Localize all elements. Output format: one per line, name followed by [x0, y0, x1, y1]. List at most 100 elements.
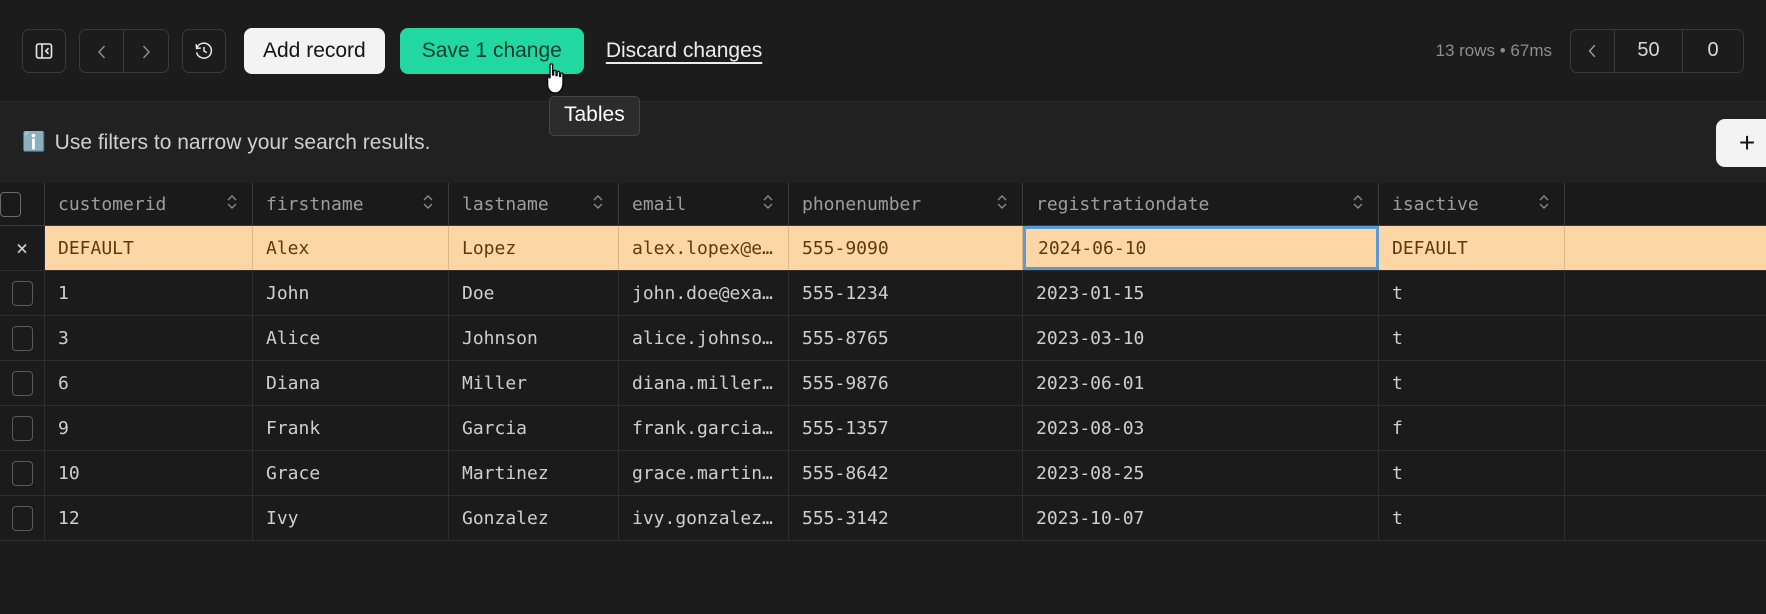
cell-email[interactable]: alice.johnso… — [619, 316, 789, 360]
cell-phonenumber[interactable]: 555-3142 — [789, 496, 1023, 540]
sort-chevrons-icon[interactable] — [995, 192, 1009, 217]
select-all-checkbox[interactable] — [0, 192, 21, 217]
save-changes-button[interactable]: Save 1 change — [399, 27, 584, 74]
table-row[interactable]: 1 John Doe john.doe@exa… 555-1234 2023-0… — [0, 271, 1766, 316]
cell-isactive[interactable]: t — [1379, 316, 1565, 360]
cell-firstname[interactable]: Alice — [253, 316, 449, 360]
table-row[interactable]: 9 Frank Garcia frank.garcia… 555-1357 20… — [0, 406, 1766, 451]
cell-registrationdate[interactable]: 2023-01-15 — [1023, 271, 1379, 315]
cell-customerid[interactable]: 12 — [45, 496, 253, 540]
table-row[interactable]: 3 Alice Johnson alice.johnso… 555-8765 2… — [0, 316, 1766, 361]
table-row[interactable]: 12 Ivy Gonzalez ivy.gonzalez… 555-3142 2… — [0, 496, 1766, 541]
cell-isactive[interactable]: f — [1379, 406, 1565, 450]
select-all-cell[interactable] — [0, 183, 45, 226]
cell-customerid[interactable]: 6 — [45, 361, 253, 405]
cell-lastname[interactable]: Lopez — [449, 226, 619, 270]
cell-email[interactable]: grace.martin… — [619, 451, 789, 495]
cell-registrationdate[interactable]: 2023-06-01 — [1023, 361, 1379, 405]
row-checkbox[interactable] — [11, 370, 33, 396]
sort-chevrons-icon[interactable] — [421, 192, 435, 217]
table-row[interactable]: 6 Diana Miller diana.miller… 555-9876 20… — [0, 361, 1766, 406]
sort-chevrons-icon[interactable] — [1351, 192, 1365, 217]
cell-phonenumber[interactable]: 555-1234 — [789, 271, 1023, 315]
cell-email[interactable]: ivy.gonzalez… — [619, 496, 789, 540]
column-header-email[interactable]: email — [619, 183, 789, 226]
column-header-registrationdate[interactable]: registrationdate — [1023, 183, 1379, 226]
cell-lastname[interactable]: Martinez — [449, 451, 619, 495]
cell-lastname[interactable]: Johnson — [449, 316, 619, 360]
new-record-row[interactable]: × DEFAULT Alex Lopez alex.lopex@e… 555-9… — [0, 226, 1766, 271]
sort-chevrons-icon[interactable] — [1537, 192, 1551, 217]
cell-registrationdate[interactable]: 2023-03-10 — [1023, 316, 1379, 360]
cell-isactive[interactable]: t — [1379, 496, 1565, 540]
cell-customerid[interactable]: DEFAULT — [45, 226, 253, 270]
cell-email[interactable]: john.doe@exa… — [619, 271, 789, 315]
cell-customerid[interactable]: 3 — [45, 316, 253, 360]
sort-chevrons-icon[interactable] — [761, 192, 775, 217]
row-select-cell[interactable] — [0, 271, 45, 315]
cell-phonenumber[interactable]: 555-8765 — [789, 316, 1023, 360]
cell-customerid[interactable]: 9 — [45, 406, 253, 450]
row-select-cell[interactable] — [0, 496, 45, 540]
cell-phonenumber[interactable]: 555-9876 — [789, 361, 1023, 405]
table-row[interactable]: 10 Grace Martinez grace.martin… 555-8642… — [0, 451, 1766, 496]
cell-isactive[interactable]: DEFAULT — [1379, 226, 1565, 270]
chevron-right-icon — [142, 44, 151, 59]
pagination-previous-button[interactable] — [1571, 29, 1615, 72]
next-record-button[interactable] — [124, 30, 168, 72]
cell-firstname[interactable]: Alex — [253, 226, 449, 270]
history-button[interactable] — [182, 28, 226, 73]
cell-registrationdate[interactable]: 2023-10-07 — [1023, 496, 1379, 540]
cell-lastname[interactable]: Miller — [449, 361, 619, 405]
column-header-phonenumber[interactable]: phonenumber — [789, 183, 1023, 226]
cell-firstname[interactable]: Frank — [253, 406, 449, 450]
cell-lastname[interactable]: Garcia — [449, 406, 619, 450]
cell-email[interactable]: alex.lopex@e… — [619, 226, 789, 270]
cell-isactive[interactable]: t — [1379, 361, 1565, 405]
row-select-cell[interactable] — [0, 451, 45, 495]
cell-isactive[interactable]: t — [1379, 451, 1565, 495]
sort-chevrons-icon[interactable] — [225, 192, 239, 217]
cell-customerid[interactable]: 10 — [45, 451, 253, 495]
sort-chevrons-icon[interactable] — [591, 192, 605, 217]
cell-firstname[interactable]: Ivy — [253, 496, 449, 540]
row-select-cell[interactable] — [0, 316, 45, 360]
cell-customerid[interactable]: 1 — [45, 271, 253, 315]
column-header-isactive[interactable]: isactive — [1379, 183, 1565, 226]
column-header-lastname[interactable]: lastname — [449, 183, 619, 226]
cell-registrationdate[interactable]: 2024-06-10 — [1023, 226, 1379, 270]
row-checkbox[interactable] — [11, 325, 33, 351]
cell-firstname[interactable]: John — [253, 271, 449, 315]
column-header-customerid[interactable]: customerid — [45, 183, 253, 226]
discard-changes-button[interactable]: Discard changes — [605, 38, 763, 62]
cell-lastname[interactable]: Gonzalez — [449, 496, 619, 540]
close-icon[interactable]: × — [15, 236, 29, 260]
row-checkbox[interactable] — [11, 505, 33, 531]
cell-firstname[interactable]: Diana — [253, 361, 449, 405]
column-header-firstname[interactable]: firstname — [253, 183, 449, 226]
remove-new-record-button[interactable]: × — [0, 226, 45, 270]
row-select-cell[interactable] — [0, 361, 45, 405]
page-size-input[interactable]: 50 — [1615, 29, 1683, 72]
row-checkbox[interactable] — [11, 280, 33, 306]
row-select-cell[interactable] — [0, 406, 45, 450]
previous-record-button[interactable] — [80, 29, 124, 72]
cell-firstname[interactable]: Grace — [253, 451, 449, 495]
cell-phonenumber[interactable]: 555-1357 — [789, 406, 1023, 450]
cell-phonenumber[interactable]: 555-8642 — [789, 451, 1023, 495]
cell-email[interactable]: diana.miller… — [619, 361, 789, 405]
cell-isactive[interactable]: t — [1379, 271, 1565, 315]
sidebar-toggle-button[interactable] — [22, 28, 66, 73]
add-filter-button[interactable]: + — [1716, 118, 1766, 167]
cell-email[interactable]: frank.garcia… — [619, 406, 789, 450]
filter-hint: ℹ️ Use filters to narrow your search res… — [22, 131, 430, 155]
cell-registrationdate[interactable]: 2023-08-25 — [1023, 451, 1379, 495]
row-checkbox[interactable] — [11, 460, 33, 486]
cell-phonenumber[interactable]: 555-9090 — [789, 226, 1023, 270]
cell-registrationdate[interactable]: 2023-08-03 — [1023, 406, 1379, 450]
add-record-button[interactable]: Add record — [244, 27, 385, 74]
rows-and-latency-info: 13 rows • 67ms — [1435, 40, 1553, 60]
row-checkbox[interactable] — [11, 415, 33, 441]
page-offset-input[interactable]: 0 — [1707, 39, 1719, 61]
cell-lastname[interactable]: Doe — [449, 271, 619, 315]
